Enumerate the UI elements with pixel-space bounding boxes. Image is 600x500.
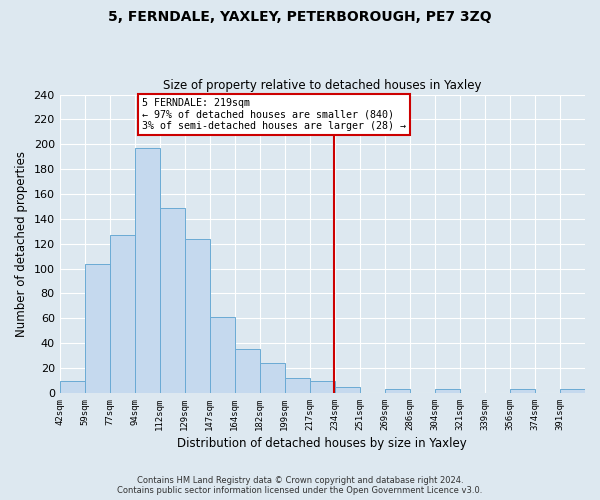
Bar xyxy=(285,378,310,393)
Text: Contains HM Land Registry data © Crown copyright and database right 2024.
Contai: Contains HM Land Registry data © Crown c… xyxy=(118,476,482,495)
Bar xyxy=(135,148,160,393)
Bar xyxy=(510,389,535,393)
Y-axis label: Number of detached properties: Number of detached properties xyxy=(15,151,28,337)
Bar xyxy=(185,239,210,393)
Bar xyxy=(59,380,85,393)
X-axis label: Distribution of detached houses by size in Yaxley: Distribution of detached houses by size … xyxy=(178,437,467,450)
Bar xyxy=(235,350,260,393)
Bar xyxy=(335,386,360,393)
Bar xyxy=(85,264,110,393)
Text: 5 FERNDALE: 219sqm
← 97% of detached houses are smaller (840)
3% of semi-detache: 5 FERNDALE: 219sqm ← 97% of detached hou… xyxy=(142,98,406,132)
Text: 5, FERNDALE, YAXLEY, PETERBOROUGH, PE7 3ZQ: 5, FERNDALE, YAXLEY, PETERBOROUGH, PE7 3… xyxy=(108,10,492,24)
Bar xyxy=(160,208,185,393)
Bar xyxy=(110,235,135,393)
Bar xyxy=(260,363,285,393)
Bar xyxy=(210,317,235,393)
Bar xyxy=(310,380,335,393)
Bar xyxy=(560,389,585,393)
Bar xyxy=(435,389,460,393)
Bar xyxy=(385,389,410,393)
Title: Size of property relative to detached houses in Yaxley: Size of property relative to detached ho… xyxy=(163,79,482,92)
